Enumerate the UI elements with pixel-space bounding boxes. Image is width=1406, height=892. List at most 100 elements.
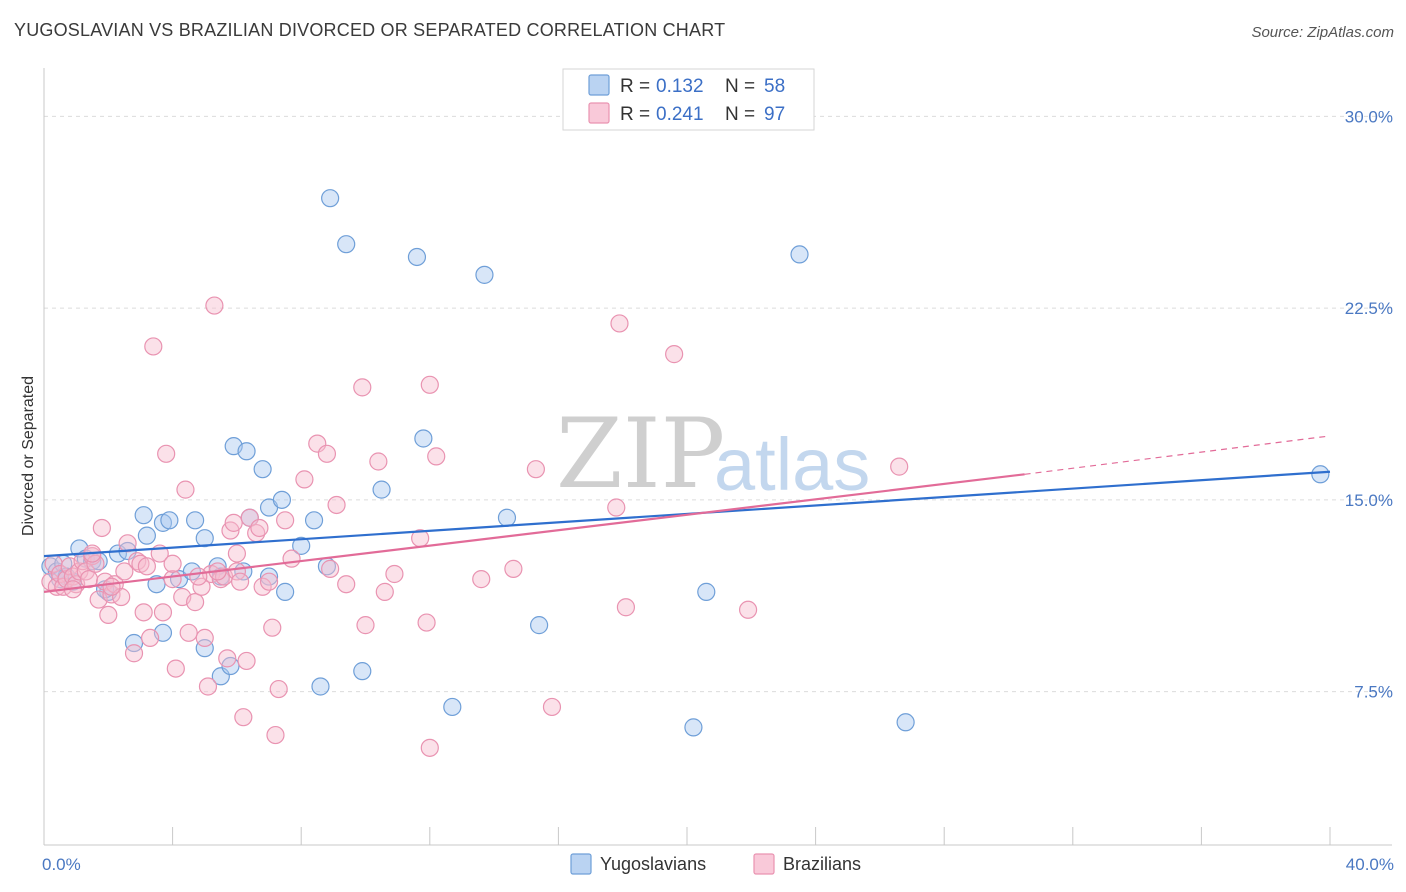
y-tick-label-3: 30.0% (1345, 107, 1393, 126)
point-brazilians-82 (610, 314, 629, 333)
point-brazilians-34 (176, 480, 195, 499)
point-yugoslavians-20 (195, 529, 214, 548)
point-brazilians-96 (137, 557, 156, 576)
grid-lines (44, 115, 1392, 693)
bottom-legend-swatch-brazilians (753, 853, 775, 875)
point-brazilians-77 (504, 559, 523, 578)
point-yugoslavians-51 (195, 639, 214, 658)
point-brazilians-17 (99, 605, 118, 625)
point-yugoslavians-42 (475, 265, 494, 284)
point-brazilians-62 (321, 559, 340, 578)
point-brazilians-60 (295, 470, 314, 489)
point-brazilians-54 (259, 572, 279, 591)
trend-line-extension-brazilians (1024, 435, 1331, 475)
point-brazilians-9 (70, 562, 89, 581)
point-brazilians-68 (369, 452, 388, 471)
point-yugoslavians-46 (697, 582, 716, 601)
point-brazilians-58 (276, 511, 295, 530)
y-tick-label-0: 7.5% (1354, 683, 1393, 702)
legend-r-value-0: 0.132 (656, 76, 704, 97)
point-brazilians-79 (542, 697, 562, 717)
trend-line-brazilians (43, 473, 1025, 593)
point-yugoslavians-32 (292, 536, 311, 555)
point-brazilians-63 (317, 444, 337, 463)
point-brazilians-76 (472, 570, 491, 589)
point-brazilians-25 (134, 603, 153, 622)
point-yugoslavians-29 (259, 567, 279, 586)
point-yugoslavians-36 (337, 235, 356, 254)
point-brazilians-88 (163, 554, 182, 573)
y-axis-label: Divorced or Separated (20, 376, 37, 536)
point-yugoslavians-33 (304, 511, 324, 530)
point-yugoslavians-37 (353, 662, 372, 681)
point-yugoslavians-31 (276, 582, 295, 601)
point-brazilians-73 (420, 375, 439, 394)
point-brazilians-30 (157, 444, 176, 463)
point-brazilians-86 (92, 518, 111, 538)
point-yugoslavians-43 (497, 508, 517, 527)
point-yugoslavians-35 (321, 189, 340, 208)
x-tick-label-1: 40.0% (1346, 855, 1394, 874)
legend-r-label-1: R = (620, 104, 650, 125)
legend-n-value-0: 58 (764, 76, 785, 97)
watermark-zip: ZIP (556, 398, 725, 510)
point-brazilians-44 (218, 649, 237, 668)
y-tick-label-2: 22.5% (1345, 299, 1393, 318)
point-yugoslavians-47 (790, 245, 809, 264)
point-yugoslavians-45 (684, 718, 703, 737)
point-brazilians-85 (890, 457, 909, 476)
point-brazilians-14 (86, 554, 105, 573)
point-brazilians-69 (375, 582, 394, 601)
point-brazilians-91 (227, 544, 246, 563)
point-yugoslavians-40 (414, 429, 433, 448)
point-brazilians-37 (192, 577, 211, 596)
point-brazilians-55 (263, 618, 282, 637)
point-brazilians-41 (205, 296, 224, 315)
point-brazilians-21 (118, 534, 137, 553)
point-yugoslavians-39 (407, 247, 427, 267)
legend-n-label-1: N = (725, 104, 755, 125)
point-brazilians-38 (195, 628, 214, 648)
point-brazilians-83 (665, 345, 684, 364)
point-brazilians-49 (234, 708, 253, 727)
point-brazilians-39 (198, 677, 218, 696)
point-yugoslavians-12 (134, 506, 153, 525)
point-brazilians-66 (353, 378, 372, 397)
point-yugoslavians-55 (311, 677, 330, 696)
chart-title: YUGOSLAVIAN VS BRAZILIAN DIVORCED OR SEP… (14, 20, 726, 40)
bottom-legend-label-brazilians: Brazilians (783, 854, 861, 874)
point-yugoslavians-38 (372, 480, 391, 499)
legend-n-label-0: N = (725, 76, 755, 97)
point-yugoslavians-49 (1311, 465, 1330, 484)
point-yugoslavians-27 (253, 460, 272, 479)
point-brazilians-57 (269, 679, 288, 699)
point-brazilians-22 (124, 644, 144, 663)
point-brazilians-78 (526, 460, 545, 479)
point-brazilians-67 (356, 616, 375, 635)
point-yugoslavians-44 (530, 616, 549, 635)
point-yugoslavians-13 (137, 526, 156, 545)
point-brazilians-35 (179, 623, 198, 642)
point-brazilians-64 (327, 495, 346, 515)
point-brazilians-46 (224, 513, 243, 532)
point-brazilians-56 (266, 725, 285, 745)
legend-r-value-1: 0.241 (656, 104, 704, 125)
point-yugoslavians-30 (272, 490, 292, 509)
bottom-legend-label-yugoslavians: Yugoslavians (600, 854, 706, 874)
point-brazilians-26 (140, 628, 160, 648)
legend-n-value-1: 97 (764, 104, 785, 125)
point-brazilians-27 (144, 337, 163, 356)
point-brazilians-70 (385, 564, 404, 584)
point-brazilians-65 (337, 575, 356, 594)
point-brazilians-29 (153, 603, 173, 622)
point-brazilians-75 (420, 738, 439, 757)
point-brazilians-31 (163, 570, 182, 589)
point-brazilians-89 (250, 518, 269, 538)
point-yugoslavians-48 (896, 713, 915, 732)
legend-swatch-yugoslavians (588, 74, 610, 96)
point-yugoslavians-52 (124, 633, 144, 653)
y-tick-labels: 7.5% 15.0% 22.5% 30.0% (1345, 107, 1393, 701)
point-yugoslavians-41 (443, 697, 462, 717)
point-brazilians-87 (115, 562, 134, 581)
